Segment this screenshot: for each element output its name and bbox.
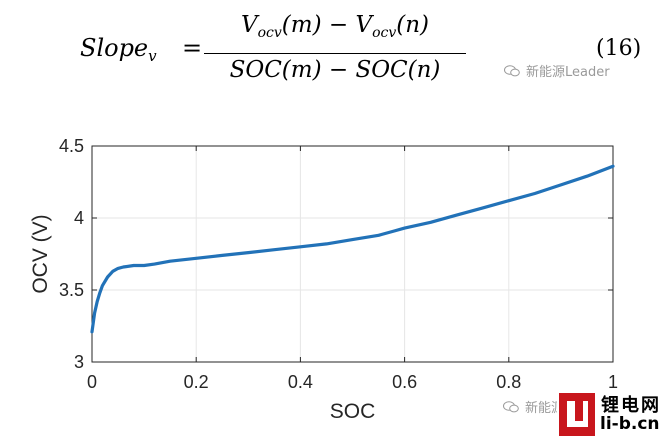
x-axis-label: SOC bbox=[330, 400, 376, 423]
x-tick-label: 0.2 bbox=[184, 372, 209, 392]
plot-frame bbox=[91, 145, 614, 363]
x-tick-label: 0 bbox=[87, 372, 97, 392]
watermark-top: 新能源Leader bbox=[504, 61, 610, 80]
ocv-series-line bbox=[90, 164, 615, 334]
equation-lhs: Slopev bbox=[80, 34, 157, 65]
wechat-icon bbox=[503, 401, 519, 413]
numerator-term-a-subscript: ocv bbox=[257, 25, 282, 41]
fraction-bar bbox=[204, 53, 466, 54]
equation-number: (16) bbox=[596, 36, 642, 61]
equation-fraction: Vocv(m) − Vocv(n) SOC(m) − SOC(n) bbox=[204, 8, 466, 88]
x-tick-label: 0.6 bbox=[392, 372, 417, 392]
y-tick-label: 4.5 bbox=[59, 136, 84, 156]
numerator-term-a-arg: (m) − bbox=[281, 12, 356, 38]
numerator-term-a: V bbox=[240, 12, 258, 38]
watermark-top-text: 新能源Leader bbox=[526, 65, 610, 80]
numerator-term-b-subscript: ocv bbox=[372, 25, 397, 41]
x-tick-label: 0.8 bbox=[496, 372, 521, 392]
equation-denominator: SOC(m) − SOC(n) bbox=[229, 57, 441, 83]
y-tick-label: 3 bbox=[74, 352, 84, 372]
equation-equals-sign: = bbox=[182, 34, 203, 62]
logo-name: 锂电网 bbox=[601, 395, 661, 416]
numerator-term-b-arg: (n) bbox=[396, 12, 430, 38]
equation-lhs-base: Slope bbox=[80, 34, 149, 62]
x-tick-label: 1 bbox=[608, 372, 618, 392]
numerator-term-b: V bbox=[355, 12, 373, 38]
y-tick-label: 4 bbox=[74, 208, 84, 228]
equation-lhs-subscript: v bbox=[148, 47, 157, 65]
y-tick-label: 3.5 bbox=[59, 280, 84, 300]
y-axis-label: OCV (V) bbox=[29, 214, 52, 293]
logo-url: li-b.cn bbox=[600, 414, 660, 434]
li-b-logo: 锂电网 li-b.cn bbox=[557, 391, 672, 440]
equation-numerator: Vocv(m) − Vocv(n) bbox=[204, 12, 466, 41]
x-tick-label: 0.4 bbox=[288, 372, 313, 392]
wechat-icon bbox=[504, 65, 520, 77]
equation: Slopev = Vocv(m) − Vocv(n) SOC(m) − SOC(… bbox=[0, 0, 672, 100]
logo-mark-icon bbox=[559, 393, 595, 436]
